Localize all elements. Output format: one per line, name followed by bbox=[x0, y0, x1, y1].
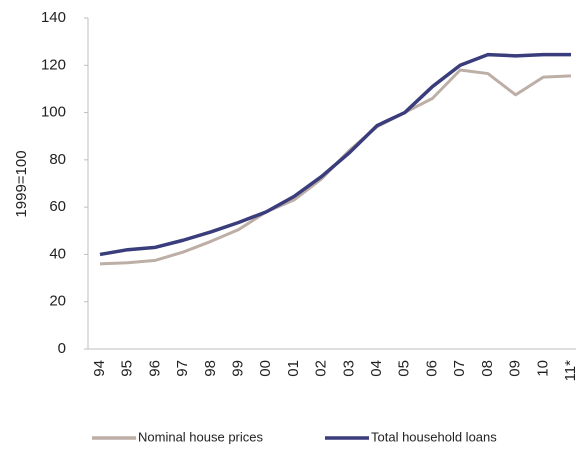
x-tick-label: 11* bbox=[562, 360, 576, 382]
x-tick-label: 04 bbox=[368, 360, 385, 377]
x-tick-label: 98 bbox=[202, 360, 219, 377]
x-tick-label: 97 bbox=[174, 360, 191, 377]
y-tick-label: 120 bbox=[41, 56, 66, 73]
x-tick-label: 10 bbox=[534, 360, 551, 377]
y-tick-label: 80 bbox=[49, 151, 66, 168]
y-tick-label: 20 bbox=[49, 293, 66, 310]
x-tick-label: 95 bbox=[119, 360, 136, 377]
legend-label: Nominal house prices bbox=[138, 429, 264, 444]
x-tick-label: 08 bbox=[479, 360, 496, 377]
x-tick-label: 07 bbox=[451, 360, 468, 377]
x-tick-label: 09 bbox=[507, 360, 524, 377]
x-tick-label: 94 bbox=[91, 360, 108, 377]
legend-label: Total household loans bbox=[371, 429, 497, 444]
x-tick-label: 00 bbox=[257, 360, 274, 377]
x-tick-label: 05 bbox=[396, 360, 413, 377]
y-tick-label: 60 bbox=[49, 198, 66, 215]
x-tick-label: 01 bbox=[285, 360, 302, 377]
y-tick-label: 140 bbox=[41, 9, 66, 26]
x-tick-label: 96 bbox=[146, 360, 163, 377]
series-line bbox=[99, 68, 572, 266]
y-tick-label: 0 bbox=[58, 340, 66, 357]
x-tick-label: 02 bbox=[313, 360, 330, 377]
y-tick-label: 100 bbox=[41, 104, 66, 121]
series-line bbox=[99, 52, 571, 257]
x-tick-label: 03 bbox=[340, 360, 357, 377]
x-tick-label: 06 bbox=[423, 360, 440, 377]
x-tick-label: 99 bbox=[229, 360, 246, 377]
y-tick-label: 40 bbox=[49, 245, 66, 262]
y-axis-title: 1999=100 bbox=[13, 150, 30, 217]
